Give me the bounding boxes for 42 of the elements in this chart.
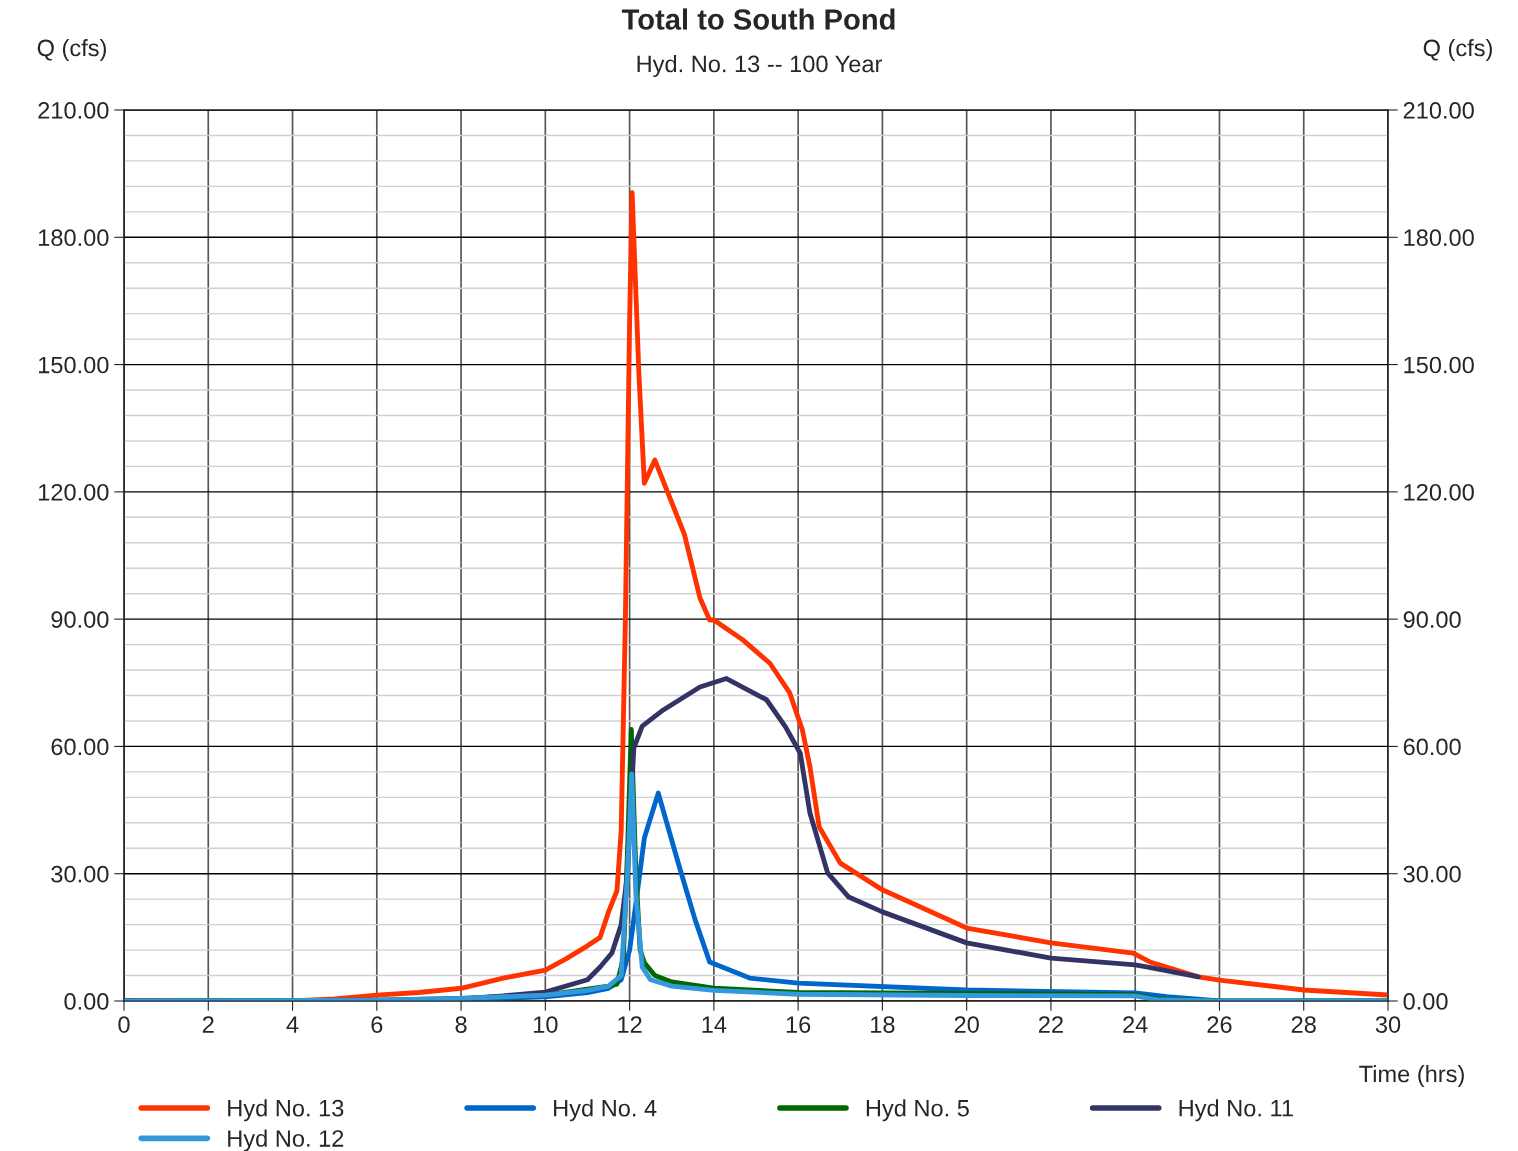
y2-tick-label: 0.00: [1403, 993, 1448, 1010]
y-tick-label: 30.00: [51, 865, 109, 883]
x-tick-label: 16: [786, 1016, 811, 1033]
y2-tick-label: 30.00: [1403, 865, 1461, 883]
y2-tick-label: 210.00: [1403, 102, 1474, 119]
chart-title: Total to South Pond: [621, 8, 895, 30]
y2-tick-label: 60.00: [1403, 738, 1461, 756]
x-tick-label: 4: [286, 1016, 299, 1033]
y2-tick-label: 150.00: [1404, 356, 1474, 374]
x-tick-label: 8: [455, 1016, 467, 1033]
x-tick-label: 30: [1375, 1016, 1401, 1033]
y-tick-label: 120.00: [39, 483, 109, 501]
legend-label: Hyd No. 4: [554, 1099, 657, 1122]
x-tick-label: 28: [1291, 1016, 1316, 1033]
legend-label: Hyd No. 12: [228, 1129, 344, 1151]
y-tick-label: 210.00: [38, 102, 109, 119]
x-tick-label: 22: [1038, 1016, 1063, 1033]
y2-axis-title: Q (cfs): [1423, 39, 1492, 61]
y-tick-label: 150.00: [39, 356, 109, 374]
chart-subtitle: Hyd. No. 13 -- 100 Year: [637, 55, 883, 77]
legend-label: Hyd No. 13: [228, 1099, 344, 1122]
y2-tick-label: 120.00: [1404, 483, 1474, 501]
x-tick-label: 10: [534, 1016, 558, 1033]
y-tick-label: 60.00: [51, 738, 109, 756]
y2-tick-label: 90.00: [1403, 611, 1461, 628]
x-tick-label: 26: [1207, 1016, 1232, 1033]
y-axis-title: Q (cfs): [37, 39, 106, 61]
legend-label: Hyd No. 5: [866, 1099, 969, 1122]
x-tick-label: 20: [954, 1016, 979, 1033]
x-axis-title: Time (hrs): [1359, 1064, 1464, 1087]
x-tick-label: 6: [371, 1016, 383, 1033]
y-tick-label: 180.00: [39, 229, 109, 247]
legend-label: Hyd No. 11: [1179, 1099, 1293, 1122]
x-tick-label: 18: [871, 1016, 895, 1033]
x-tick-label: 14: [702, 1016, 727, 1033]
y-tick-label: 0.00: [64, 993, 109, 1010]
x-tick-label: 0: [118, 1016, 130, 1033]
x-tick-label: 24: [1123, 1016, 1148, 1033]
x-tick-label: 12: [618, 1016, 642, 1033]
y-tick-label: 90.00: [51, 611, 109, 628]
y2-tick-label: 180.00: [1404, 229, 1474, 247]
x-tick-label: 2: [202, 1016, 214, 1033]
